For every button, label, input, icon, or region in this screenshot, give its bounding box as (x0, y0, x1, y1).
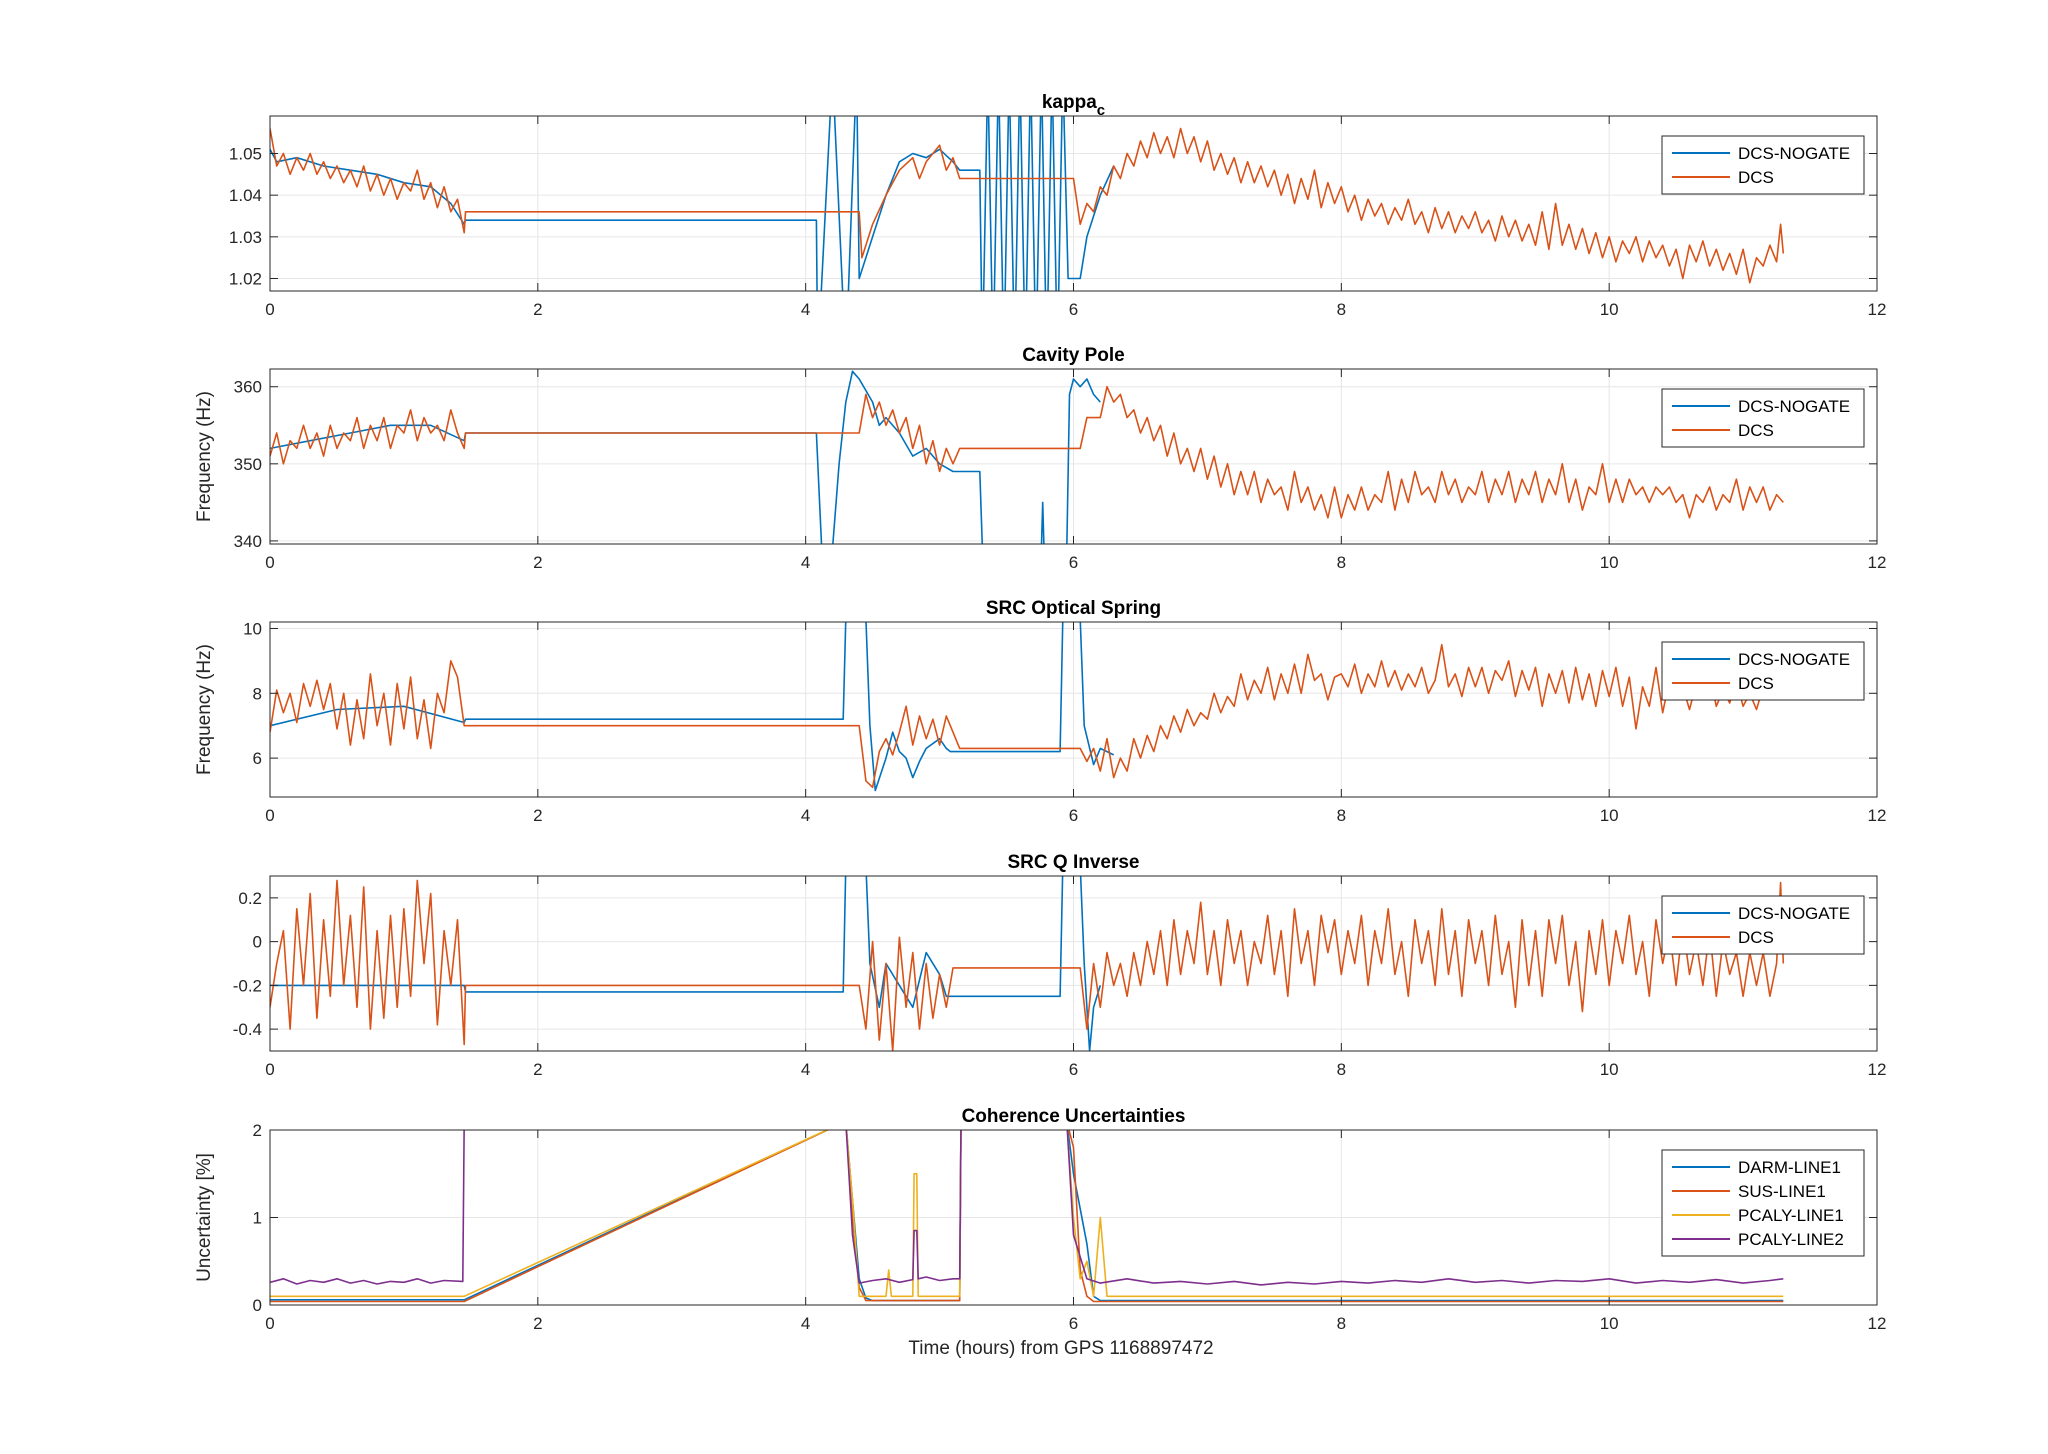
y-axis-label: Frequency (Hz) (194, 391, 215, 522)
legend: DCS-NOGATE DCS (1661, 641, 1865, 701)
x-tick-label: 4 (801, 1060, 810, 1079)
y-tick-label: -0.4 (233, 1020, 262, 1039)
y-tick-label: 350 (234, 455, 262, 474)
legend-label: DCS-NOGATE (1738, 397, 1850, 416)
legend-box (1661, 641, 1865, 701)
x-tick-label: 0 (265, 806, 274, 825)
subplot-title: Coherence Uncertainties (962, 1106, 1186, 1127)
y-tick-label: 8 (253, 684, 262, 703)
legend-label: DCS (1738, 674, 1774, 693)
x-tick-label: 12 (1868, 300, 1887, 319)
series-line-dcs-nogate (270, 876, 1102, 1051)
y-tick-label: 0.2 (238, 889, 262, 908)
x-tick-label: 10 (1600, 1060, 1619, 1079)
x-tick-label: 0 (265, 1314, 274, 1333)
subplot-kappa_c: 0 2 4 6 8 10 12 1.02 1.03 1.04 1.05 kappac DCS-NOGAT… (229, 92, 1887, 319)
x-tick-label: 10 (1600, 300, 1619, 319)
legend-label: SUS-LINE1 (1738, 1182, 1826, 1201)
legend-box (1661, 388, 1865, 448)
x-tick-label: 6 (1069, 806, 1078, 825)
legend-label: DCS-NOGATE (1738, 650, 1850, 669)
series-line-dcs (270, 879, 1785, 1051)
legend-label: DARM-LINE1 (1738, 1158, 1841, 1177)
y-tick-label: 2 (253, 1121, 262, 1140)
x-tick-label: 6 (1069, 300, 1078, 319)
subplot-src_q_inverse: 0 2 4 6 8 10 12 -0.4 -0.2 0 0.2 SRC Q Inverse DCS-NO… (233, 852, 1887, 1079)
legend-label: PCALY-LINE1 (1738, 1206, 1844, 1225)
legend-label: PCALY-LINE2 (1738, 1230, 1844, 1249)
subplot-cavity_pole: 0 2 4 6 8 10 12 340 350 360 Cavity Pole Frequency (… (194, 345, 1886, 572)
legend-box (1661, 135, 1865, 195)
x-tick-label: 6 (1069, 1314, 1078, 1333)
legend-label: DCS (1738, 421, 1774, 440)
x-tick-label: 6 (1069, 1060, 1078, 1079)
series-line-pcaly-line2 (270, 1130, 1784, 1286)
series-line-dcs-nogate (270, 116, 1115, 291)
legend-label: DCS-NOGATE (1738, 144, 1850, 163)
x-tick-label: 8 (1337, 300, 1346, 319)
x-tick-label: 4 (801, 1314, 810, 1333)
subplot-src_optical_spring: 0 2 4 6 8 10 12 6 8 10 SRC Optical Spring Frequency… (194, 598, 1886, 825)
x-tick-label: 4 (801, 806, 810, 825)
y-tick-label: 1 (253, 1209, 262, 1228)
subplot-title: Cavity Pole (1022, 345, 1124, 366)
x-tick-label: 0 (265, 1060, 274, 1079)
legend-label: DCS (1738, 928, 1774, 947)
y-tick-label: 6 (253, 749, 262, 768)
y-tick-label: 360 (234, 378, 262, 397)
y-axis-label: Frequency (Hz) (194, 644, 215, 775)
x-tick-label: 8 (1337, 1314, 1346, 1333)
y-axis-label: Uncertainty [%] (194, 1153, 215, 1282)
legend-box (1661, 895, 1865, 955)
x-tick-label: 12 (1868, 1060, 1887, 1079)
x-tick-label: 12 (1868, 1314, 1887, 1333)
x-tick-label: 12 (1868, 806, 1887, 825)
y-tick-label: 0 (253, 933, 262, 952)
y-tick-label: -0.2 (233, 976, 262, 995)
legend: DCS-NOGATE DCS (1661, 895, 1865, 955)
y-tick-label: 1.02 (229, 270, 262, 289)
y-tick-label: 1.05 (229, 145, 262, 164)
x-tick-label: 10 (1600, 553, 1619, 572)
series-line-dcs (270, 127, 1785, 284)
y-tick-label: 10 (243, 619, 262, 638)
x-tick-label: 2 (533, 553, 542, 572)
subplot-title: SRC Q Inverse (1008, 852, 1140, 873)
series-line-dcs (270, 643, 1784, 789)
x-tick-label: 8 (1337, 806, 1346, 825)
x-tick-label: 10 (1600, 1314, 1619, 1333)
x-tick-label: 6 (1069, 553, 1078, 572)
x-tick-label: 4 (801, 300, 810, 319)
x-tick-label: 0 (265, 300, 274, 319)
series-line-dcs (270, 385, 1784, 519)
series-line-dcs-nogate (270, 622, 1115, 792)
x-tick-label: 4 (801, 553, 810, 572)
x-tick-label: 0 (265, 553, 274, 572)
y-tick-label: 1.04 (229, 186, 262, 205)
subplot-title-subscript: c (1097, 102, 1105, 119)
y-tick-label: 340 (234, 532, 262, 551)
x-tick-label: 2 (533, 806, 542, 825)
x-tick-label: 2 (533, 300, 542, 319)
legend-label: DCS-NOGATE (1738, 904, 1850, 923)
x-tick-label: 10 (1600, 806, 1619, 825)
y-tick-label: 0 (253, 1296, 262, 1315)
legend: DARM-LINE1 SUS-LINE1 PCALY-LINE1 PCALY-LINE… (1661, 1149, 1865, 1257)
figure-xlabel: Time (hours) from GPS 1168897472 (908, 1338, 1213, 1359)
y-tick-label: 1.03 (229, 228, 262, 247)
subplot-title: kappac (1042, 92, 1105, 119)
x-tick-label: 8 (1337, 1060, 1346, 1079)
legend-label: DCS (1738, 168, 1774, 187)
legend: DCS-NOGATE DCS (1661, 388, 1865, 448)
x-tick-label: 12 (1868, 553, 1887, 572)
x-tick-label: 8 (1337, 553, 1346, 572)
subplot-title: SRC Optical Spring (986, 598, 1161, 619)
legend: DCS-NOGATE DCS (1661, 135, 1865, 195)
x-tick-label: 2 (533, 1314, 542, 1333)
x-tick-label: 2 (533, 1060, 542, 1079)
